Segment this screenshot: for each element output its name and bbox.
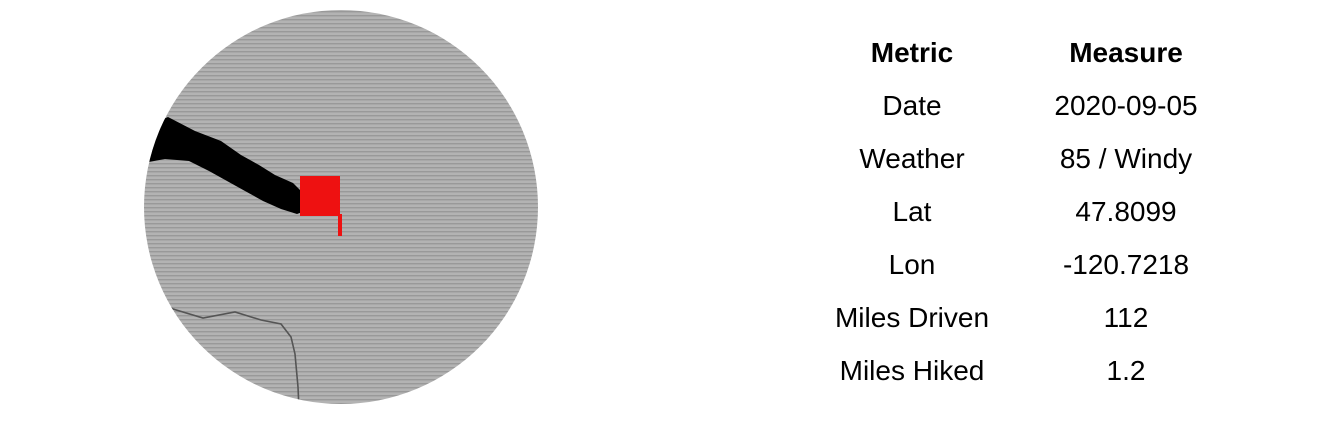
table-header-row: Metric Measure [810, 26, 1238, 79]
location-marker[interactable] [300, 176, 340, 216]
metric-cell: Weather [810, 132, 1014, 185]
location-marker-tick [338, 214, 342, 236]
metric-cell: Lon [810, 238, 1014, 291]
map-svg [143, 9, 539, 405]
metric-cell: Miles Driven [810, 291, 1014, 344]
map-land-disc [144, 10, 538, 404]
table-row: Date 2020-09-05 [810, 79, 1238, 132]
table-row: Lat 47.8099 [810, 185, 1238, 238]
measure-cell: 85 / Windy [1014, 132, 1238, 185]
measure-cell: 47.8099 [1014, 185, 1238, 238]
table-row: Miles Driven 112 [810, 291, 1238, 344]
measure-cell: 1.2 [1014, 344, 1238, 397]
metric-column-header: Metric [810, 26, 1014, 79]
measure-cell: 2020-09-05 [1014, 79, 1238, 132]
measure-cell: -120.7218 [1014, 238, 1238, 291]
metric-cell: Date [810, 79, 1014, 132]
metric-cell: Lat [810, 185, 1014, 238]
table-row: Lon -120.7218 [810, 238, 1238, 291]
measure-column-header: Measure [1014, 26, 1238, 79]
table-row: Miles Hiked 1.2 [810, 344, 1238, 397]
metric-cell: Miles Hiked [810, 344, 1014, 397]
trip-stats-table: Metric Measure Date 2020-09-05 Weather 8… [810, 26, 1238, 397]
map-viewport[interactable] [143, 9, 539, 405]
table-row: Weather 85 / Windy [810, 132, 1238, 185]
measure-cell: 112 [1014, 291, 1238, 344]
